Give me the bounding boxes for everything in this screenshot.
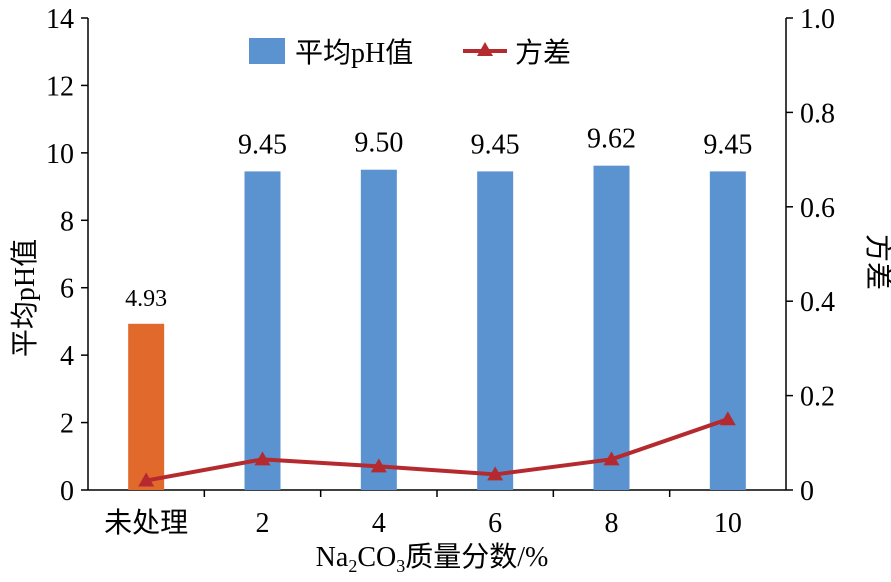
bars: 4.93 9.45 9.50 9.45 9.62 9.45 — [125, 124, 752, 490]
y2-tick-label: 1.0 — [800, 4, 835, 35]
y2-tick-label: 0.4 — [800, 287, 835, 318]
bar — [360, 169, 397, 490]
y-tick-label: 0 — [60, 476, 74, 507]
variance-marker — [487, 466, 504, 481]
y2-axis-label: 方差 — [862, 234, 891, 290]
x-axis-label: Na2CO3质量分数/% — [316, 541, 549, 576]
y-tick-label: 2 — [60, 409, 74, 440]
x-tick-label: 4 — [372, 508, 386, 539]
variance-marker — [254, 451, 271, 466]
y-tick-label: 6 — [60, 274, 74, 305]
y2-tick-label: 0.6 — [800, 193, 835, 224]
bar — [244, 171, 281, 490]
bar — [709, 171, 746, 490]
bar-value-label: 9.45 — [703, 129, 752, 160]
variance-marker — [603, 451, 620, 466]
y-tick-label: 10 — [46, 139, 74, 170]
y2-tick-label: 0.8 — [800, 98, 835, 129]
bar — [477, 171, 514, 490]
legend: 平均pH值 方差 — [249, 37, 571, 69]
x-tick-label: 6 — [488, 508, 502, 539]
variance-line — [138, 411, 736, 487]
x-tick-label: 8 — [605, 508, 619, 539]
x-tick-label: 10 — [714, 508, 742, 539]
bar — [128, 323, 165, 490]
variance-marker — [370, 458, 387, 473]
y2-tick-label: 0 — [800, 476, 814, 507]
bar-value-label: 4.93 — [125, 286, 167, 312]
legend-swatch-bar — [249, 38, 285, 64]
legend-label-line: 方差 — [515, 37, 571, 69]
variance-marker — [138, 472, 155, 487]
x-tick-label: 未处理 — [104, 507, 188, 539]
bar-value-label: 9.50 — [354, 128, 403, 159]
axes: 0 2 4 6 8 10 12 14 0 0.2 0.4 0.6 0.8 1.0 未处理 2 4 6 8 10 — [46, 4, 835, 539]
bar-value-label: 9.45 — [238, 129, 287, 160]
y-axis-label: 平均pH值 — [9, 239, 41, 357]
variance-marker — [719, 411, 736, 426]
x-tick-label: 2 — [256, 508, 270, 539]
y-tick-label: 12 — [46, 71, 74, 102]
bar — [593, 165, 630, 490]
variance-polyline — [145, 417, 729, 483]
y-tick-label: 8 — [60, 206, 74, 237]
legend-marker — [477, 42, 493, 56]
bar-value-label: 9.62 — [587, 124, 636, 155]
y-tick-label: 4 — [60, 341, 74, 372]
y2-tick-label: 0.2 — [800, 382, 835, 413]
legend-label-bar: 平均pH值 — [295, 37, 413, 69]
y-tick-label: 14 — [46, 4, 74, 35]
bar-value-label: 9.45 — [471, 129, 520, 160]
